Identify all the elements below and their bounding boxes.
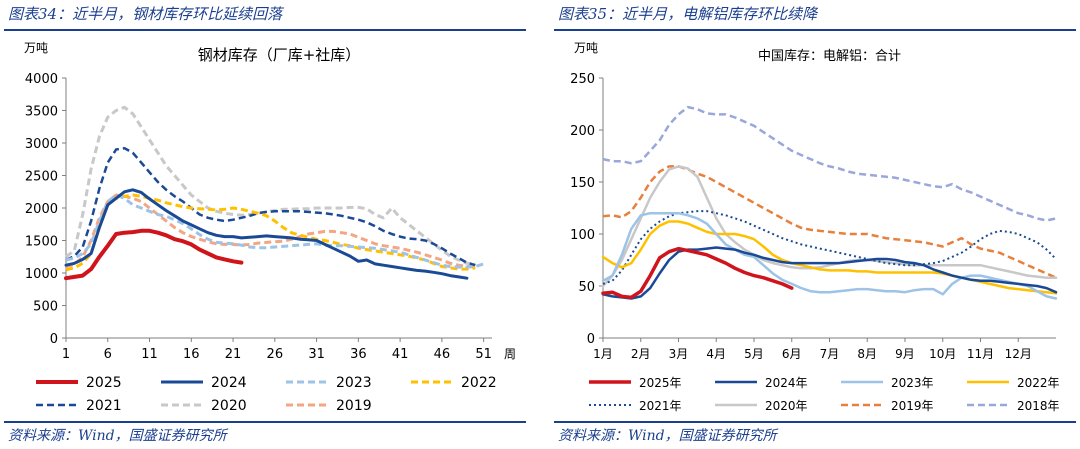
x-tick-label: 4月 xyxy=(706,347,726,361)
legend-label: 2018年 xyxy=(1017,399,1060,413)
panel-title: 图表34：近半月，钢材库存环比延续回落 xyxy=(8,5,283,23)
x-tick-label: 46 xyxy=(434,347,451,362)
y-tick-label: 100 xyxy=(570,228,595,243)
y-tick-label: 3000 xyxy=(25,137,58,152)
legend-label: 2024 xyxy=(211,375,247,391)
x-tick-label: 6月 xyxy=(782,347,802,361)
y-tick-label: 150 xyxy=(570,176,595,191)
x-tick-label: 2月 xyxy=(631,347,651,361)
y-tick-label: 2000 xyxy=(25,202,58,217)
series-line-2021 xyxy=(65,146,476,267)
legend-label: 2024年 xyxy=(765,376,808,390)
panel-title: 图表35：近半月，电解铝库存环比续降 xyxy=(558,5,818,23)
x-tick-label: 11 xyxy=(141,347,158,362)
series-line-2020 xyxy=(65,105,476,266)
series-line-2019 xyxy=(65,193,476,268)
x-tick-label: 12月 xyxy=(1005,347,1032,361)
series-line-2025 xyxy=(64,228,244,281)
y-tick-label: 50 xyxy=(578,280,595,295)
x-tick-label: 21 xyxy=(225,347,242,362)
x-tick-label: 31 xyxy=(308,347,325,362)
x-tick-label: 1月 xyxy=(593,347,613,361)
x-tick-label: 1 xyxy=(62,347,70,362)
y-tick-label: 1000 xyxy=(25,267,58,282)
series-line-2020 xyxy=(601,165,1058,288)
legend-label: 2025 xyxy=(86,375,122,391)
x-tick-label: 10月 xyxy=(929,347,956,361)
series-line-2024 xyxy=(601,246,1058,300)
y-tick-label: 2500 xyxy=(25,170,58,185)
source-rule xyxy=(554,421,1076,423)
legend-label: 2023 xyxy=(336,375,372,391)
chart-title: 钢材库存（厂库+社库） xyxy=(198,46,361,64)
y-tick-label: 250 xyxy=(570,72,595,87)
x-tick-label: 9月 xyxy=(895,347,915,361)
chart-title: 中国库存：电解铝：合计 xyxy=(758,48,901,64)
x-tick-label: 7月 xyxy=(820,347,840,361)
chart-panel-steel: 图表34：近半月，钢材库存环比延续回落 钢材库存（厂库+社库） 万吨 0 500 100… xyxy=(4,0,526,449)
source-note: 资料来源：Wind，国盛证券研究所 xyxy=(8,428,227,444)
series-line-2023 xyxy=(601,211,1058,300)
y-tick-label: 0 xyxy=(587,332,595,347)
x-tick-label: 8月 xyxy=(857,347,877,361)
legend-label: 2021 xyxy=(86,398,122,414)
aluminum-inventory-chart: 中国库存：电解铝：合计 万吨 0 50 100 150 200 250 1月 2月 3月 4月 5月 6月… xyxy=(570,41,1060,413)
x-tick-label: 5月 xyxy=(744,347,764,361)
legend-label: 2019年 xyxy=(891,399,934,413)
steel-inventory-chart: 钢材库存（厂库+社库） 万吨 0 500 1000 1500 2000 2500 3000 350… xyxy=(24,41,516,414)
y-tick-label: 500 xyxy=(33,300,58,315)
legend-label: 2019 xyxy=(336,398,372,414)
series-line-2023 xyxy=(65,193,485,269)
x-tick-label: 26 xyxy=(267,347,284,362)
source-note: 资料来源：Wind，国盛证券研究所 xyxy=(558,428,777,444)
x-tick-label: 16 xyxy=(183,347,200,362)
y-tick-label: 1500 xyxy=(25,235,58,250)
chart-panel-aluminum: 图表35：近半月，电解铝库存环比续降 中国库存：电解铝：合计 万吨 0 50 100 15… xyxy=(554,0,1076,449)
x-tick-label: 36 xyxy=(350,347,367,362)
x-axis-label: 周 xyxy=(504,347,516,361)
title-rule xyxy=(4,29,526,31)
series-line-2022 xyxy=(65,193,476,272)
y-tick-label: 3500 xyxy=(25,105,58,120)
legend-label: 2023年 xyxy=(891,376,934,390)
y-axis-unit: 万吨 xyxy=(24,41,48,55)
legend-label: 2022年 xyxy=(1017,376,1060,390)
legend-label: 2020年 xyxy=(765,399,808,413)
y-axis-unit: 万吨 xyxy=(574,41,598,55)
series-line-2025 xyxy=(601,246,794,300)
y-tick-label: 4000 xyxy=(25,72,58,87)
series-line-2024 xyxy=(64,188,469,280)
legend-label: 2025年 xyxy=(639,376,682,390)
legend-label: 2020 xyxy=(211,398,247,414)
y-tick-label: 200 xyxy=(570,124,595,139)
x-tick-label: 6 xyxy=(104,347,112,362)
x-tick-label: 11月 xyxy=(967,347,994,361)
x-tick-label: 51 xyxy=(475,347,492,362)
title-rule xyxy=(554,29,1076,31)
source-rule xyxy=(4,421,526,423)
legend-label: 2021年 xyxy=(639,399,682,413)
series-line-2018 xyxy=(602,105,1057,222)
x-tick-label: 3月 xyxy=(669,347,689,361)
x-tick-label: 41 xyxy=(392,347,409,362)
y-tick-label: 0 xyxy=(50,332,58,347)
legend-label: 2022 xyxy=(461,375,497,391)
